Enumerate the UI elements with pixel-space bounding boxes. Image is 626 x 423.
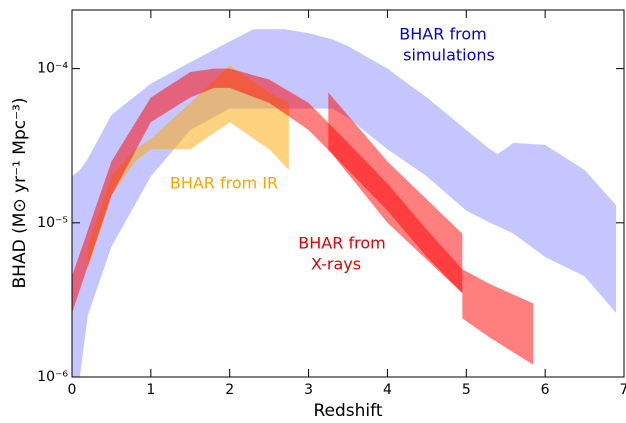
x-tick-label: 1 xyxy=(146,382,155,398)
plot-frame xyxy=(71,9,625,378)
x-tick-label: 7 xyxy=(620,382,626,398)
x-tick-label: 3 xyxy=(304,382,313,398)
y-axis-label: BHAD (M⊙ yr⁻¹ Mpc⁻³) xyxy=(10,98,30,289)
y-tick-label: 10⁻⁶ xyxy=(37,369,68,385)
band xyxy=(72,29,617,377)
x-tick-label: 0 xyxy=(68,382,77,398)
x-tick-label: 5 xyxy=(462,382,471,398)
y-tick-label: 10⁻⁵ xyxy=(37,215,68,231)
x-tick-label: 4 xyxy=(383,382,392,398)
annotation: simulations xyxy=(403,46,495,65)
plot xyxy=(72,29,617,377)
annotation: BHAR from xyxy=(399,25,486,44)
annotation: BHAR from IR xyxy=(170,174,278,193)
annotation: X-rays xyxy=(311,255,361,274)
x-tick-label: 2 xyxy=(225,382,234,398)
x-tick-label: 6 xyxy=(541,382,550,398)
x-axis-label: Redshift xyxy=(313,401,382,421)
band xyxy=(328,92,534,365)
y-tick-label: 10⁻⁴ xyxy=(37,61,68,77)
band xyxy=(87,65,289,270)
annotation: BHAR from xyxy=(298,234,385,253)
